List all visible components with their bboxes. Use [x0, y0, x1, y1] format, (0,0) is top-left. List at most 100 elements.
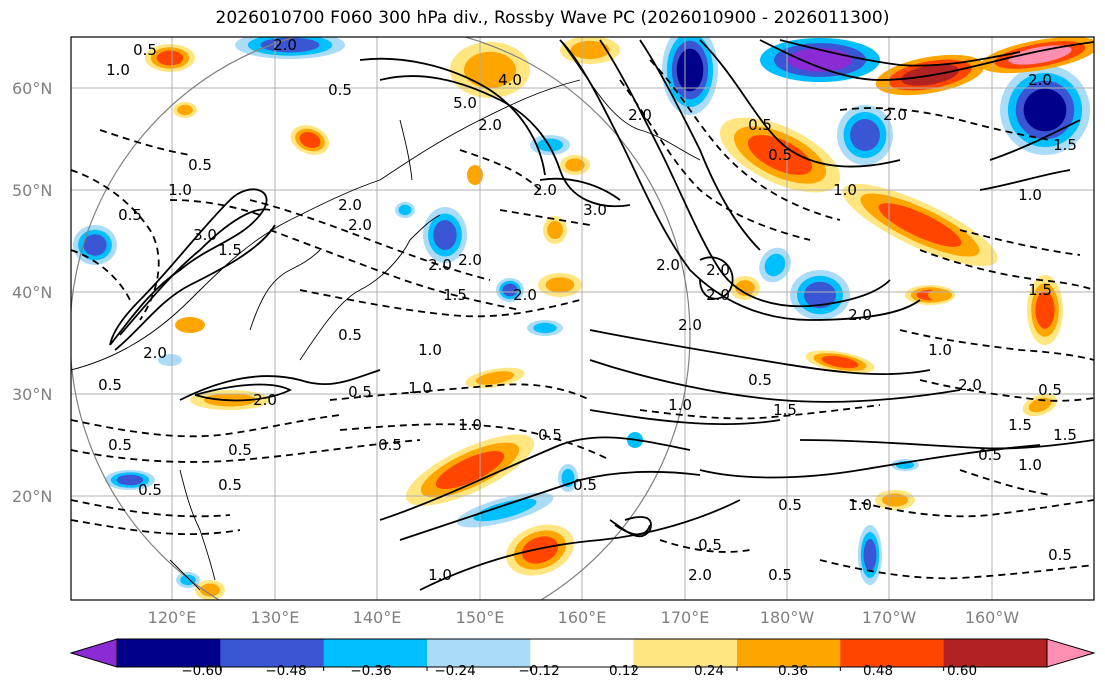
contour-label: 2.0 [273, 36, 297, 54]
rossby-wave-contours [71, 39, 1094, 591]
divergence-patch [502, 283, 518, 297]
lat-label-50N: 50°N [12, 181, 52, 200]
lon-label-160E: 160°E [558, 608, 607, 627]
divergence-patch [850, 119, 880, 151]
contour-label: 2.0 [253, 391, 277, 409]
contour-label: 0.5 [748, 371, 772, 389]
contour-label: 1.5 [1008, 416, 1032, 434]
contour-line-positive [399, 470, 701, 541]
lon-label-150E: 150°E [456, 608, 505, 627]
divergence-patch [156, 50, 184, 66]
contour-line-positive [114, 224, 276, 351]
contour-line-positive [699, 256, 734, 300]
contour-line-negative [819, 559, 1094, 580]
contour-label: 0.5 [328, 81, 352, 99]
divergence-patch [537, 138, 563, 152]
contour-label: 0.5 [138, 481, 162, 499]
contour-label: 2.0 [628, 106, 652, 124]
divergence-patch [521, 536, 559, 564]
contour-line-positive [419, 499, 741, 591]
colorbar-segment [427, 639, 531, 667]
contour-line-positive [179, 369, 381, 401]
contour-label: 1.0 [168, 181, 192, 199]
colorbar-segment [323, 639, 428, 667]
contour-line-positive [759, 39, 1094, 81]
lon-label-180W: 180°W [760, 608, 815, 627]
divergence-patch [116, 474, 144, 486]
divergence-patch [200, 583, 220, 597]
colorbar-segment [633, 639, 738, 667]
contour-label: 2.0 [706, 286, 730, 304]
lat-label-40N: 40°N [12, 283, 52, 302]
contour-label: 2.0 [428, 256, 452, 274]
contour-line-positive [779, 39, 1021, 67]
contour-label: 2.0 [688, 566, 712, 584]
contour-line-positive [559, 39, 921, 321]
contour-label: 2.0 [478, 116, 502, 134]
colorbar-tick: −0.24 [434, 663, 475, 679]
contour-line-positive [194, 383, 293, 402]
contour-label: 2.0 [348, 216, 372, 234]
contour-label: 2.0 [1028, 71, 1052, 89]
divergence-patch [475, 371, 515, 385]
contour-label: 2.0 [533, 181, 557, 199]
contour-label: 1.0 [848, 496, 872, 514]
colorbar [69, 638, 1096, 671]
contour-line-positive [989, 119, 1081, 161]
contour-line-negative [919, 249, 1094, 291]
contour-line-negative [959, 469, 1051, 496]
divergence-patch [464, 51, 516, 89]
divergence-patch [83, 234, 107, 256]
contour-label: 1.5 [773, 401, 797, 419]
contour-label: 0.5 [378, 436, 402, 454]
divergence-patch [676, 48, 704, 92]
divergence-patch [570, 40, 610, 60]
colorbar-tick: 0.60 [947, 663, 977, 679]
contour-line-positive [639, 39, 761, 251]
contour-line-positive [589, 329, 931, 376]
colorbar-tick: 0.24 [694, 663, 724, 679]
lat-label-60N: 60°N [12, 79, 52, 98]
divergence-patch [533, 322, 557, 334]
contour-line-negative [839, 107, 1051, 141]
divergence-patch [545, 277, 575, 293]
contour-line-negative [899, 329, 1094, 361]
contour-line-negative [71, 499, 231, 518]
colorbar-segment [943, 639, 1048, 667]
graticule [71, 37, 1094, 600]
contour-label: 0.5 [778, 496, 802, 514]
divergence-patch [565, 158, 585, 172]
contour-label: 0.5 [228, 441, 252, 459]
contour-line-negative [71, 169, 160, 321]
contour-label: 1.0 [408, 379, 432, 397]
projection-circle [71, 37, 691, 600]
divergence-patch [180, 574, 196, 586]
contour-label: 2.0 [883, 106, 907, 124]
contour-line-positive [109, 188, 268, 346]
chart-title: 2026010700 F060 300 hPa div., Rossby Wav… [215, 8, 890, 28]
contour-label: 2.0 [338, 196, 362, 214]
colorbar-tick: −0.36 [350, 663, 391, 679]
lat-label-30N: 30°N [12, 385, 52, 404]
lon-label-120E: 120°E [148, 608, 197, 627]
contour-label: 0.5 [538, 426, 562, 444]
contour-label: 1.5 [443, 286, 467, 304]
contour-label: 2.0 [458, 251, 482, 269]
colorbar-tick: −0.48 [265, 663, 306, 679]
divergence-patch [863, 539, 877, 571]
contour-line-negative [71, 439, 421, 463]
colorbar-tick: −0.12 [518, 663, 559, 679]
divergence-patch [821, 355, 859, 369]
contour-label: 1.0 [668, 396, 692, 414]
lon-label-170E: 170°E [661, 608, 710, 627]
colorbar-frame [116, 638, 1048, 668]
contour-line-negative [269, 229, 521, 311]
colorbar-tick: 0.36 [778, 663, 808, 679]
contour-label: 0.5 [108, 436, 132, 454]
divergence-patch [764, 253, 786, 277]
contour-label: 1.5 [218, 241, 242, 259]
contour-label: 1.0 [106, 61, 130, 79]
contour-line-negative [71, 414, 341, 438]
contour-line-positive [589, 409, 781, 426]
